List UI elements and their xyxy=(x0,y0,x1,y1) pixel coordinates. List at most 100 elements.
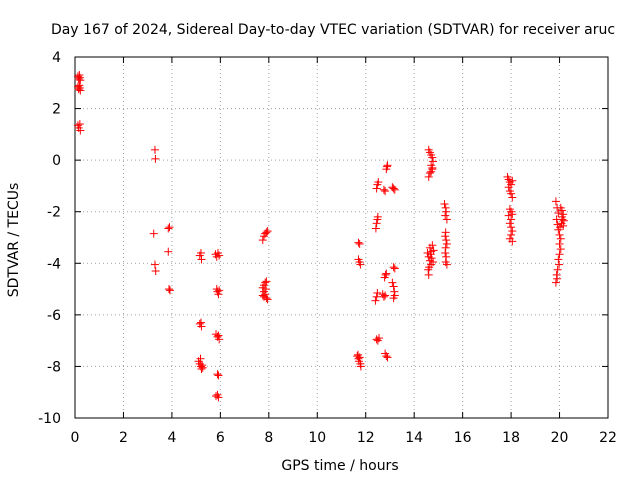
data-point xyxy=(382,269,391,278)
data-point xyxy=(555,260,564,269)
data-point xyxy=(425,169,434,178)
data-point xyxy=(356,260,365,269)
x-tick-label: 12 xyxy=(357,430,375,446)
data-point xyxy=(507,223,516,232)
data-point xyxy=(508,237,517,246)
x-tick-label: 6 xyxy=(216,430,225,446)
data-point xyxy=(198,363,207,372)
data-point xyxy=(556,234,565,243)
y-axis-label: SDTVAR / TECUs xyxy=(6,183,22,298)
x-tick-label: 10 xyxy=(308,430,326,446)
x-tick-label: 2 xyxy=(119,430,128,446)
data-point xyxy=(556,223,565,232)
data-point xyxy=(165,223,174,232)
data-point xyxy=(150,260,159,269)
data-point xyxy=(375,334,384,343)
data-point xyxy=(263,227,272,236)
data-point xyxy=(262,228,271,237)
x-tick-label: 18 xyxy=(502,430,520,446)
data-point xyxy=(441,211,450,220)
data-point xyxy=(426,250,435,259)
data-point xyxy=(507,189,516,198)
data-point xyxy=(374,178,383,187)
y-tick-label: -6 xyxy=(47,308,61,324)
data-point xyxy=(371,224,380,233)
data-point xyxy=(442,215,451,224)
data-point xyxy=(383,353,392,362)
data-point xyxy=(150,145,159,154)
x-tick-label: 8 xyxy=(264,430,273,446)
y-tick-label: -10 xyxy=(38,411,61,427)
data-point xyxy=(556,245,565,254)
data-point xyxy=(263,295,272,304)
data-point xyxy=(440,199,449,208)
data-point xyxy=(551,278,560,287)
data-point xyxy=(214,371,223,380)
data-point xyxy=(214,393,223,402)
data-point xyxy=(382,352,391,361)
data-point xyxy=(215,286,224,295)
data-point xyxy=(555,239,564,248)
data-point xyxy=(197,365,206,374)
data-point xyxy=(508,193,517,202)
data-point xyxy=(442,239,451,248)
data-point xyxy=(383,161,392,170)
data-point xyxy=(425,263,434,272)
data-point xyxy=(508,227,517,236)
data-point xyxy=(389,184,398,193)
data-point xyxy=(428,163,437,172)
data-point xyxy=(214,331,223,340)
data-point xyxy=(196,354,205,363)
data-point xyxy=(428,241,437,250)
data-point xyxy=(554,255,563,264)
data-point xyxy=(379,292,388,301)
data-point xyxy=(262,277,271,286)
data-point xyxy=(427,167,436,176)
data-point xyxy=(427,254,436,263)
y-tick-label: -4 xyxy=(47,256,61,272)
data-point xyxy=(381,270,390,279)
data-point xyxy=(424,172,433,181)
data-point xyxy=(390,185,399,194)
data-point xyxy=(213,370,222,379)
data-point xyxy=(197,322,206,331)
data-point xyxy=(381,187,390,196)
data-point xyxy=(372,219,381,228)
x-tick-label: 16 xyxy=(454,430,472,446)
data-point xyxy=(353,350,362,359)
data-point xyxy=(429,157,438,166)
data-point xyxy=(553,274,562,283)
data-point xyxy=(215,335,224,344)
data-point xyxy=(372,292,381,301)
data-point xyxy=(373,288,382,297)
data-point xyxy=(76,86,85,95)
data-point xyxy=(197,255,206,264)
y-tick-label: 4 xyxy=(52,50,61,66)
data-point xyxy=(74,74,83,83)
y-tick-label: 2 xyxy=(52,102,61,118)
data-point xyxy=(215,251,224,260)
data-point xyxy=(508,210,517,219)
x-tick-label: 14 xyxy=(405,430,423,446)
data-point xyxy=(164,247,173,256)
chart-title: Day 167 of 2024, Sidereal Day-to-day VTE… xyxy=(51,22,615,38)
x-axis-label: GPS time / hours xyxy=(281,458,398,474)
data-point xyxy=(371,296,380,305)
data-point xyxy=(557,212,566,221)
data-point xyxy=(261,278,270,287)
data-point xyxy=(424,270,433,279)
data-point xyxy=(551,197,560,206)
data-point xyxy=(441,232,450,241)
data-point xyxy=(508,176,517,185)
data-point xyxy=(381,291,390,300)
data-points xyxy=(73,71,568,402)
data-point xyxy=(559,216,568,225)
data-point xyxy=(390,264,399,273)
data-point xyxy=(442,236,451,245)
x-tick-label: 4 xyxy=(167,430,176,446)
data-point xyxy=(429,257,438,266)
data-point xyxy=(149,229,158,238)
y-tick-label: -2 xyxy=(47,205,61,221)
